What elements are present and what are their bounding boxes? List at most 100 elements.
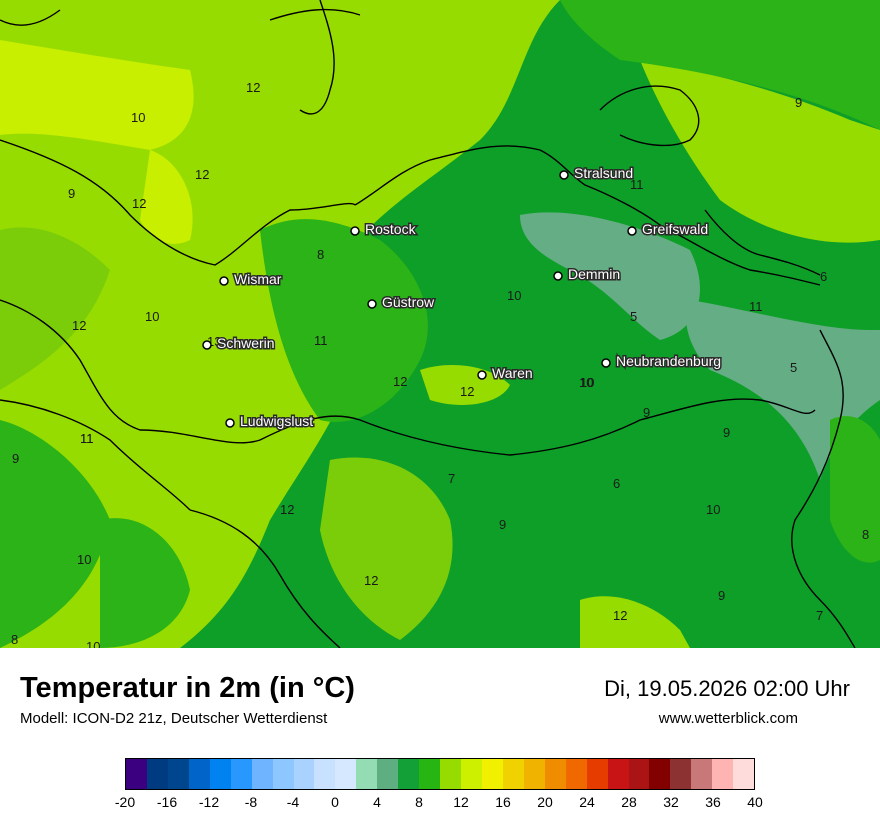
website-link[interactable]: www.wetterblick.com [658,710,798,727]
temp-label: 9 [643,405,650,420]
city-label: Neubrandenburg [616,353,721,369]
temp-label: 12 [364,573,378,588]
city-dot-icon [553,271,563,281]
temp-label: 8 [317,247,324,262]
color-scale-swatch [712,759,734,789]
color-scale-tick-label: 16 [495,794,511,810]
color-scale-bar [125,758,755,790]
temp-label: 9 [718,588,725,603]
city-label: Waren [492,365,533,381]
temp-label: 12 [280,502,294,517]
city-dot-icon [559,170,569,180]
temp-zone-central [260,219,428,422]
color-scale-ticks: -20 -16 -12 -8 -4 0 4 8 12 16 20 24 28 32 36 40 [115,794,763,814]
color-scale-swatch [461,759,482,789]
temp-zone-west-mid [0,227,110,390]
color-scale-swatch [586,759,608,789]
city-label: Schwerin [217,335,275,351]
color-scale-swatch [209,759,231,789]
city-rostock[interactable]: Rostock [350,220,418,239]
temp-label: 12 [460,384,474,399]
model-info: Modell: ICON-D2 21z, Deutscher Wetterdie… [20,710,328,727]
color-scale-swatch [251,759,273,789]
city-schwerin[interactable]: Schwerin [202,334,276,353]
temp-zone-13-coast [140,150,193,244]
color-scale-swatch [733,759,755,789]
city-markers: Stralsund Rostock Greifswald Wismar Demm… [202,164,723,431]
color-scale-swatch [523,759,545,789]
color-scale-swatch [691,759,713,789]
city-label: Ludwigslust [240,413,313,429]
forecast-datetime: Di, 19.05.2026 02:00 Uhr [604,676,850,701]
color-scale-swatch [167,759,189,789]
color-scale-tick-label: 36 [705,794,721,810]
temp-label: 10 [706,502,720,517]
color-scale-swatch [649,759,671,789]
color-scale-swatch [440,759,461,789]
temp-zone-northeast-mid [560,0,880,130]
temp-zone-waren [420,365,510,405]
city-dot-icon [202,340,212,350]
color-scale-tick-label: 8 [415,794,423,810]
temperature-labels: 12 10 12 9 12 9 8 11 10 11 12 10 13 11 1… [11,80,869,648]
coastline-and-borders [0,0,856,648]
city-label: Greifswald [642,221,708,237]
temp-label: 9 [723,425,730,440]
temp-label: 10 [507,288,521,303]
color-scale-tick-label: -8 [244,794,258,810]
temp-label: 8 [11,632,18,647]
city-dot-icon [219,276,229,286]
color-scale-swatch [628,759,650,789]
temp-label: 7 [448,471,455,486]
color-scale-swatch [126,759,147,789]
color-scale-swatch [356,759,378,789]
city-neubrandenburg[interactable]: Neubrandenburg [601,352,723,371]
city-dot-icon [350,226,360,236]
city-demmin[interactable]: Demmin [553,265,622,284]
color-scale-tick-label: 32 [663,794,679,810]
city-greifswald[interactable]: Greifswald [627,220,710,239]
color-scale-tick-label: -16 [156,794,178,810]
temp-label: 9 [68,186,75,201]
temp-label: 8 [862,527,869,542]
temp-zone-northeast [640,60,880,243]
color-scale-swatch [502,759,524,789]
city-label: Rostock [365,221,417,237]
temp-label: 12 [72,318,86,333]
map-footer: Temperatur in 2m (in °C) Modell: ICON-D2… [0,648,880,830]
city-waren[interactable]: Waren [477,364,534,383]
color-scale-tick-label: 20 [537,794,553,810]
color-scale-swatch [481,759,503,789]
temp-label: 9 [499,517,506,532]
color-scale-tick-label: -12 [198,794,220,810]
color-scale-swatch [335,759,357,789]
temp-label: 10 [131,110,145,125]
city-wismar[interactable]: Wismar [219,270,283,289]
city-label: Wismar [234,271,282,287]
temp-label: 10 [580,375,594,390]
color-scale-swatch [146,759,168,789]
temp-label: 10 [77,552,91,567]
temp-label: 10 [579,375,593,390]
temp-label: 7 [816,608,823,623]
temp-label: 12 [195,167,209,182]
color-scale-swatch [314,759,336,789]
temp-zone-southwest [100,518,190,648]
city-ludwigslust[interactable]: Ludwigslust [225,412,315,431]
color-scale-tick-label: -4 [286,794,300,810]
temp-label: 6 [613,476,620,491]
color-scale-tick-label: 28 [621,794,637,810]
color-scale-swatch [670,759,692,789]
temp-zone-south-light [320,457,453,640]
map-title: Temperatur in 2m (in °C) [20,672,355,704]
color-scale-swatch [230,759,252,789]
temp-label: 10 [145,309,159,324]
color-scale-swatch [544,759,566,789]
city-guestrow[interactable]: Güstrow [367,293,437,312]
color-scale-swatch [398,759,420,789]
city-stralsund[interactable]: Stralsund [559,164,635,183]
temp-zone-west-mid2 [0,420,110,648]
color-scale-swatch [272,759,294,789]
temp-label: 10 [86,639,100,648]
city-label: Stralsund [574,165,633,181]
